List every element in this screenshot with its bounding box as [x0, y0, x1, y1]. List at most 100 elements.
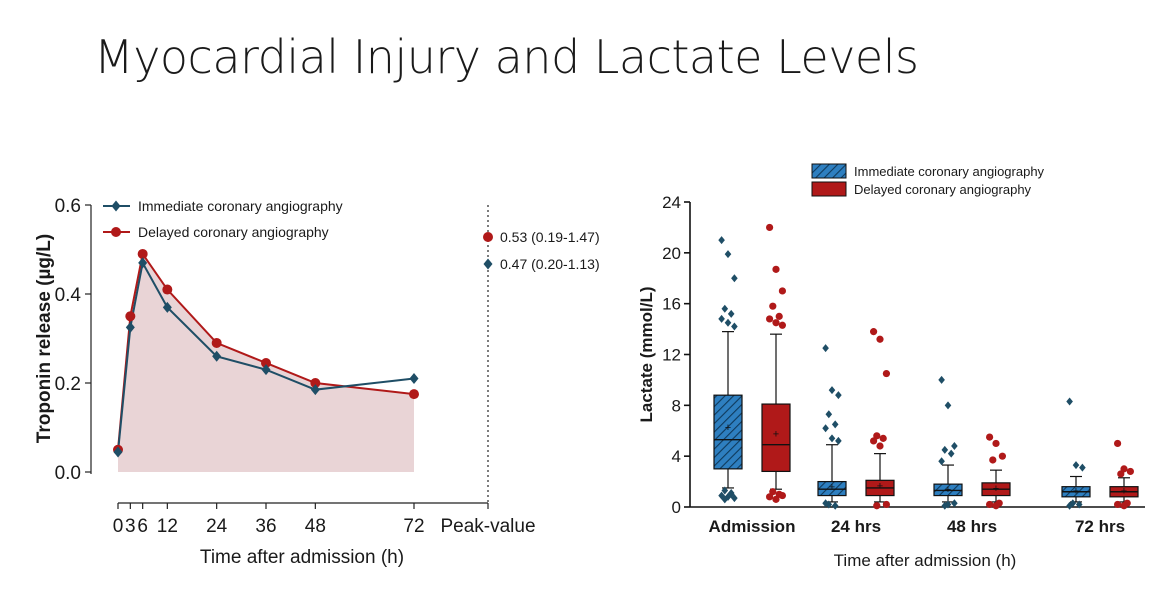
delayed-outlier: [1126, 467, 1134, 476]
delayed-point: [211, 337, 222, 348]
immediate-outlier: [941, 445, 949, 454]
page-title: Myocardial Injury and Lactate Levels: [94, 30, 919, 84]
box-mean-marker: +: [1121, 485, 1127, 497]
immediate-outlier: [718, 236, 725, 245]
immediate-point: [212, 350, 222, 362]
troponin-x-tick-label: 72: [403, 516, 424, 537]
delayed-outlier: [766, 223, 774, 232]
immediate-box: [713, 394, 743, 470]
immediate-outlier: [835, 391, 842, 400]
box-mean-marker: +: [993, 483, 999, 495]
immediate-outlier: [944, 500, 952, 509]
delayed-outlier: [873, 502, 881, 510]
delayed-outlier: [778, 287, 787, 295]
lactate-legend-label: Immediate coronary angiography: [854, 164, 1045, 179]
immediate-outlier: [822, 499, 829, 508]
troponin-y-tick-label: 0.6: [55, 196, 81, 217]
immediate-outlier: [835, 436, 842, 445]
lactate-y-tick-label: 0: [672, 498, 681, 517]
lactate-chart: 0 4 8 12 16 20 24 Lactate (mmol/L) Admission 24 h…: [637, 163, 1145, 570]
immediate-outlier: [822, 424, 829, 433]
delayed-outlier: [870, 437, 878, 445]
troponin-legend-label: Immediate coronary angiography: [138, 198, 343, 214]
delayed-outlier: [1117, 470, 1125, 478]
delayed-outlier: [766, 315, 774, 323]
troponin-y-tick-label: 0.2: [55, 374, 81, 395]
troponin-x-tick-label: 24: [206, 516, 228, 537]
immediate-outlier: [718, 314, 725, 323]
delayed-outlier: [992, 439, 1000, 448]
immediate-outlier: [721, 495, 729, 504]
immediate-outlier: [947, 449, 955, 458]
immediate-outlier: [721, 486, 729, 495]
immediate-outlier: [727, 309, 735, 318]
lactate-y-tick-label: 16: [662, 295, 681, 314]
lactate-category-label: 24 hrs: [831, 517, 881, 536]
immediate-outlier: [724, 318, 732, 327]
lactate-y-tick-label: 24: [662, 193, 681, 212]
peak-value-marker: [483, 232, 493, 242]
lactate-y-tick-label: 20: [662, 244, 681, 263]
lactate-category-label: 72 hrs: [1075, 517, 1125, 536]
immediate-point: [310, 384, 320, 396]
box-mean-marker: +: [945, 484, 951, 496]
delayed-outlier: [986, 500, 994, 509]
lactate-x-axis-label: Time after admission (h): [834, 551, 1017, 570]
immediate-outlier: [831, 501, 839, 510]
immediate-outlier: [724, 492, 732, 501]
lactate-y-tick-label: 8: [672, 396, 681, 415]
immediate-point: [125, 321, 135, 333]
lactate-category-label: 48 hrs: [947, 517, 997, 536]
delayed-outlier: [882, 500, 891, 509]
delayed-point: [310, 378, 321, 388]
immediate-outlier: [1075, 500, 1083, 509]
delayed-outlier: [989, 456, 997, 464]
box-mean-marker: +: [877, 480, 883, 492]
troponin-x-tick-label: 0: [113, 516, 124, 537]
troponin-legend-marker: [111, 200, 121, 212]
delayed-outlier: [1114, 500, 1122, 509]
delayed-outlier: [769, 302, 777, 310]
immediate-point: [261, 364, 271, 376]
delayed-outlier: [998, 452, 1007, 460]
immediate-outlier: [731, 274, 738, 283]
box-mean-marker: +: [829, 482, 835, 494]
delayed-outlier: [778, 321, 787, 329]
delayed-outlier: [778, 491, 787, 500]
immediate-outlier: [1066, 501, 1073, 510]
delayed-point: [137, 248, 148, 259]
immediate-point: [138, 257, 148, 269]
immediate-outlier: [727, 490, 735, 499]
delayed-point: [162, 284, 173, 295]
delayed-outlier: [882, 369, 891, 378]
delayed-outlier: [876, 442, 884, 450]
peak-value-text: 0.47 (0.20-1.13): [500, 256, 600, 272]
peak-value-text: 0.53 (0.19-1.47): [500, 229, 600, 245]
delayed-outlier: [986, 433, 994, 441]
lactate-legend-swatch: [811, 181, 847, 197]
troponin-y-tick-label: 0.0: [55, 463, 81, 484]
troponin-x-tick-label: 6: [137, 516, 148, 537]
immediate-point: [409, 373, 419, 385]
delayed-point: [261, 357, 271, 368]
troponin-legend-marker: [111, 227, 121, 237]
immediate-outlier: [951, 442, 958, 450]
troponin-y-tick-label: 0.4: [55, 285, 82, 306]
immediate-outlier: [1066, 397, 1073, 406]
lactate-legend-swatch: [811, 163, 847, 179]
delayed-series-line: [117, 251, 415, 450]
peak-value-label: Peak-value: [440, 516, 535, 537]
delayed-outlier: [766, 493, 774, 501]
box-mean-marker: +: [1073, 485, 1079, 497]
immediate-point: [162, 301, 172, 313]
troponin-x-axis-label: Time after admission (h): [200, 547, 404, 568]
immediate-outlier: [1072, 461, 1080, 470]
delayed-outlier: [772, 265, 780, 273]
immediate-outlier: [938, 375, 945, 384]
immediate-outlier: [938, 457, 945, 466]
immediate-outlier: [944, 401, 952, 410]
lactate-y-tick-label: 12: [662, 346, 681, 365]
delayed-outlier: [870, 328, 878, 336]
delayed-outlier: [876, 335, 884, 343]
